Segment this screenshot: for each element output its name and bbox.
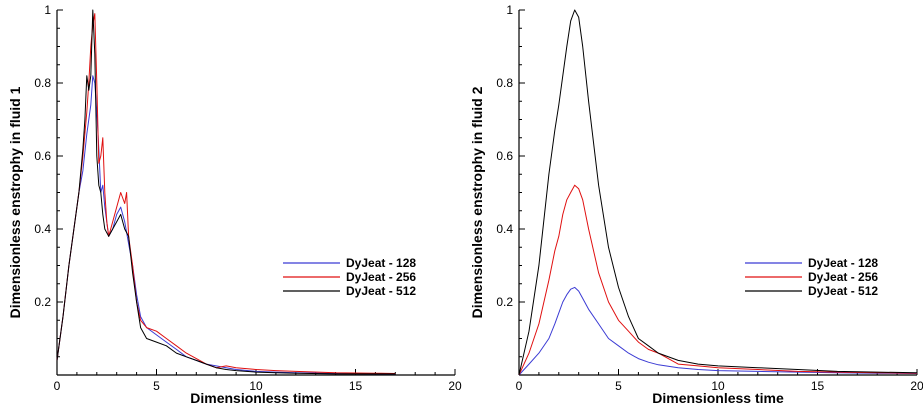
x-tick-label: 5 [615,379,622,393]
y-tick-label: 1 [506,3,513,17]
legend-label-3: DyJeat - 512 [346,284,416,298]
y-tick-label: 0.2 [496,295,513,309]
y-tick-label: 0.8 [496,76,513,90]
legend-label-1: DyJeat - 128 [346,256,416,270]
x-tick-label: 0 [54,379,61,393]
chart-panel-1: 0 5 10 15 20 0.2 0.4 0.6 0.8 1 Dimensionless time D… [7,3,462,405]
y-tick-label: 1 [44,3,51,17]
x-tick-label: 15 [349,379,363,393]
series-line-1 [518,286,918,376]
x-axis-title: Dimensionless time [652,390,784,405]
series-line-3 [518,9,918,376]
y-axis-title: Dimensionless enstrophy in fluid 2 [469,86,485,318]
series-line-3 [56,9,396,375]
x-tick-label: 20 [448,379,462,393]
y-tick-label: 0.4 [496,222,513,236]
x-tick-label: 10 [711,379,725,393]
chart-panel-2: 0 5 10 15 20 0.2 0.4 0.6 0.8 1 Dimensionless time D… [469,3,923,405]
series-line-1 [56,75,396,375]
y-axis-title: Dimensionless enstrophy in fluid 1 [7,86,23,318]
y-tick-label: 0.2 [34,295,51,309]
x-tick-label: 20 [910,379,923,393]
y-tick-label: 0.6 [34,149,51,163]
y-tick-label: 0.4 [34,222,51,236]
y-tick-label: 0.6 [496,149,513,163]
legend-label-3: DyJeat - 512 [808,284,878,298]
series-line-2 [518,184,918,376]
x-tick-label: 0 [516,379,523,393]
legend-label-2: DyJeat - 256 [346,270,416,284]
x-tick-label: 10 [249,379,263,393]
x-axis-title: Dimensionless time [190,390,322,405]
series-line-2 [56,13,396,374]
x-tick-label: 15 [811,379,825,393]
legend-label-1: DyJeat - 128 [808,256,878,270]
legend-label-2: DyJeat - 256 [808,270,878,284]
x-tick-label: 5 [153,379,160,393]
y-tick-label: 0.8 [34,76,51,90]
